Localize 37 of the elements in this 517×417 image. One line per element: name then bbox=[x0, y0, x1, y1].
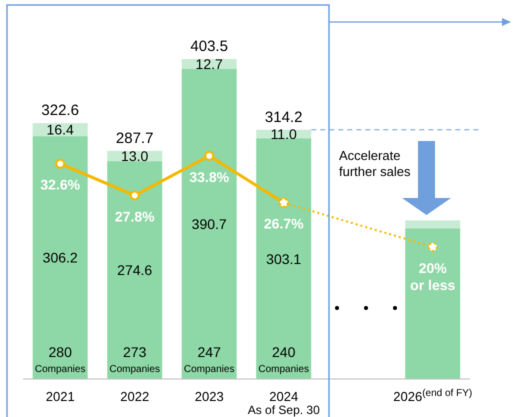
data-label: 26.7% bbox=[264, 216, 304, 232]
data-label: 33.8% bbox=[189, 168, 230, 185]
data-label: 274.6 bbox=[117, 262, 152, 278]
bar bbox=[405, 228, 460, 379]
point bbox=[55, 158, 66, 169]
data-label: 32.6% bbox=[40, 176, 81, 193]
data-label: 390.7 bbox=[192, 216, 227, 232]
data-label: 27.8% bbox=[114, 208, 156, 224]
bar bbox=[256, 138, 312, 379]
data-label: 16.4 bbox=[46, 122, 74, 138]
point bbox=[428, 242, 438, 252]
x-tick-label: 2023 bbox=[194, 389, 224, 404]
total-label: 287.7 bbox=[116, 130, 154, 147]
annotation: 280 Companies bbox=[34, 344, 86, 375]
annotation: 247 Companies bbox=[184, 344, 234, 375]
data-label: 306.2 bbox=[42, 250, 78, 266]
data-label: 13.0 bbox=[121, 148, 149, 164]
data-label: 20% or less bbox=[410, 260, 456, 293]
annotation: 273 Companies bbox=[109, 344, 160, 375]
total-label: 403.5 bbox=[190, 38, 228, 55]
x-tick-label: 2026$^{(end of FY)}$ bbox=[393, 388, 472, 404]
total-label: 314.2 bbox=[264, 108, 302, 126]
bar bbox=[405, 220, 460, 228]
bar bbox=[32, 136, 88, 379]
point bbox=[130, 190, 140, 200]
annotation: Accelerate further sales bbox=[339, 148, 411, 180]
x-tick-label: 2024 As of Sep. 30 bbox=[248, 389, 320, 417]
bar bbox=[182, 69, 237, 379]
annotation: 240 Companies bbox=[258, 344, 309, 375]
x-tick-label: 2022 bbox=[120, 389, 150, 404]
x-tick-label: 2021 bbox=[46, 389, 75, 404]
data-label: 12.7 bbox=[196, 56, 224, 72]
bar bbox=[107, 161, 162, 379]
data-label: 11.0 bbox=[270, 126, 297, 142]
point bbox=[204, 150, 214, 161]
data-label: 303.1 bbox=[266, 250, 302, 267]
total-label: 322.6 bbox=[41, 102, 79, 120]
